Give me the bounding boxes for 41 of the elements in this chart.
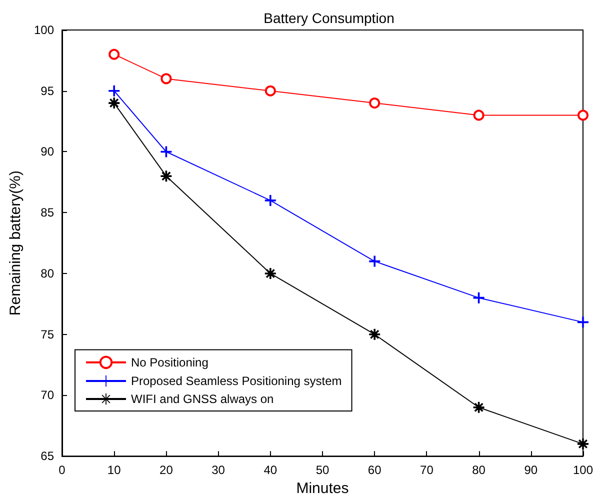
x-tick-label: 10 (107, 463, 122, 478)
y-tick-label: 85 (40, 206, 54, 220)
point (577, 438, 588, 450)
point (577, 316, 588, 328)
x-axis-title: Minutes (296, 480, 349, 497)
x-tick-label: 80 (472, 463, 486, 478)
x-tick-label: 100 (572, 463, 594, 478)
point (369, 328, 380, 340)
point (108, 48, 120, 60)
point (473, 110, 484, 121)
y-axis-title: Remaining battery(%) (7, 170, 24, 316)
point (264, 85, 276, 96)
point (578, 110, 588, 121)
y-tick-label: 90 (40, 144, 54, 159)
x-tick-label: 30 (212, 463, 226, 478)
x-tick-label: 20 (160, 463, 174, 478)
point (473, 402, 484, 413)
y-tick-label: 75 (40, 327, 54, 342)
point (108, 98, 120, 109)
point (108, 85, 120, 96)
y-tick-label: 95 (40, 84, 54, 98)
x-tick-label: 0 (58, 463, 66, 478)
x-tick-label: 50 (316, 463, 330, 478)
y-tick-label: 100 (34, 23, 54, 37)
y-tick-label: 65 (40, 449, 54, 464)
point (264, 268, 276, 279)
y-tick-label: 80 (40, 266, 54, 280)
point (369, 98, 380, 109)
y-tick-label: 70 (40, 388, 54, 402)
x-tick-label: 70 (420, 463, 434, 478)
point (369, 256, 380, 267)
legend-label: Proposed Seamless Positioning system (131, 374, 342, 388)
point (264, 194, 276, 206)
legend-label: WIFI and GNSS always on (131, 392, 274, 406)
x-tick-label: 40 (264, 463, 278, 478)
x-tick-label: 90 (524, 463, 538, 478)
point (160, 170, 172, 182)
point (160, 73, 172, 84)
legend-label: No Positioning (131, 355, 208, 370)
chart-title: Battery Consumption (264, 10, 394, 26)
x-tick-label: 60 (368, 463, 382, 478)
